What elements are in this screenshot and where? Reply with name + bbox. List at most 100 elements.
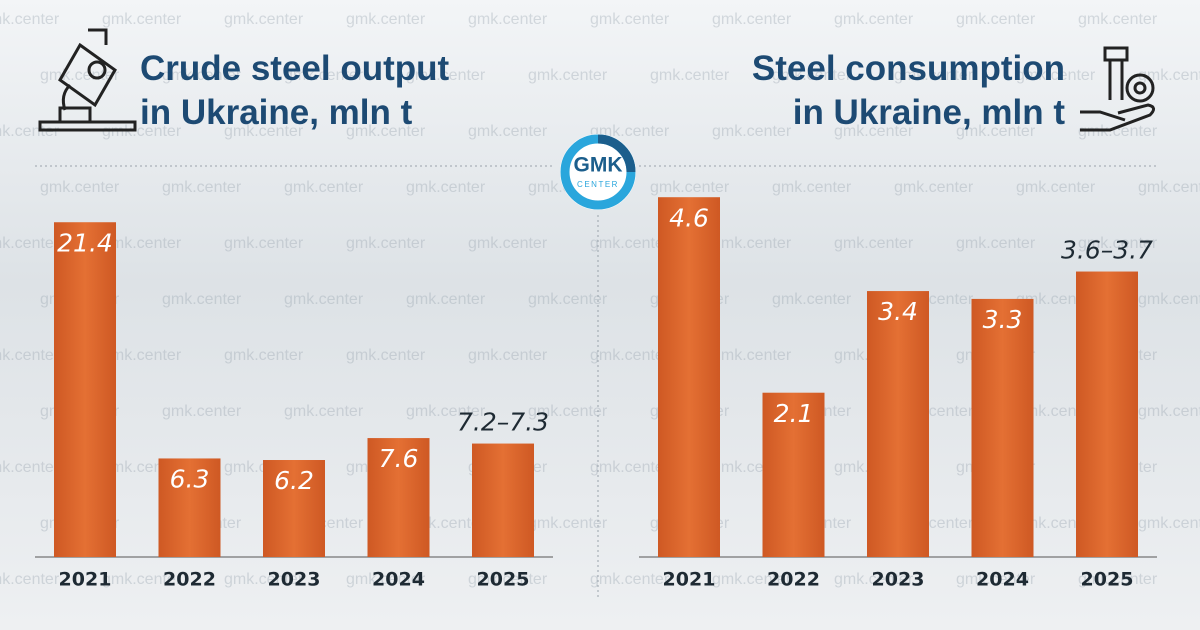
watermark: gmk.center — [1016, 515, 1096, 532]
watermark: gmk.center — [772, 179, 852, 196]
watermark: gmk.center — [1078, 11, 1158, 28]
bar-shine — [658, 197, 720, 557]
watermark: gmk.center — [772, 67, 852, 84]
watermark: gmk.center — [468, 235, 548, 252]
x-tick-label: 2021 — [663, 569, 716, 591]
value-label: 7.2–7.3 — [457, 408, 549, 437]
watermark: gmk.center — [284, 67, 364, 84]
bar-shine — [867, 291, 929, 557]
watermark: gmk.center — [528, 67, 608, 84]
watermark: gmk.center — [0, 11, 60, 28]
watermark: gmk.center — [468, 11, 548, 28]
watermark: gmk.center — [528, 403, 608, 420]
watermark: gmk.center — [1078, 123, 1158, 140]
logo: GMK CENTER — [560, 134, 636, 210]
chart-title: Steel consumption — [752, 49, 1065, 88]
logo-bottom: CENTER — [577, 180, 619, 189]
watermark: gmk.center — [590, 235, 670, 252]
watermark: gmk.center — [0, 459, 60, 476]
watermark: gmk.center — [894, 67, 974, 84]
value-label: 6.3 — [170, 464, 210, 493]
bar-shine — [54, 222, 116, 557]
watermark: gmk.center — [0, 235, 60, 252]
bar-shine — [472, 443, 534, 557]
watermark: gmk.center — [162, 403, 242, 420]
bar-shine — [1076, 271, 1138, 557]
value-label: 3.4 — [878, 297, 918, 326]
chart-title: in Ukraine, mln t — [140, 93, 413, 132]
hand-bolt-icon — [1080, 46, 1155, 132]
watermark: gmk.center — [956, 11, 1036, 28]
watermark: gmk.center — [162, 179, 242, 196]
x-tick-label: 2021 — [59, 569, 112, 591]
watermark: gmk.center — [1078, 571, 1158, 588]
watermark: gmk.center — [40, 179, 120, 196]
watermark: gmk.center — [0, 347, 60, 364]
watermark: gmk.center — [346, 11, 426, 28]
watermark: gmk.center — [406, 403, 486, 420]
watermark: gmk.center — [528, 515, 608, 532]
watermark: gmk.center — [102, 347, 182, 364]
bar-shine — [762, 392, 825, 557]
bar-shine — [158, 458, 221, 557]
watermark: gmk.center — [1016, 291, 1096, 308]
watermark: gmk.center — [712, 347, 792, 364]
value-label: 6.2 — [274, 466, 314, 495]
watermark: gmk.center — [1138, 67, 1200, 84]
watermark: gmk.center — [346, 123, 426, 140]
watermark: gmk.center — [772, 291, 852, 308]
value-label: 3.6–3.7 — [1061, 236, 1153, 265]
watermark: gmk.center — [1138, 291, 1200, 308]
chart-title: Crude steel output — [140, 49, 450, 88]
watermark: gmk.center — [0, 123, 60, 140]
value-label: 21.4 — [57, 228, 113, 257]
watermark: gmk.center — [1016, 403, 1096, 420]
bar-shine — [971, 298, 1034, 557]
watermark: gmk.center — [1138, 403, 1200, 420]
watermark: gmk.center — [712, 123, 792, 140]
watermark: gmk.center — [956, 235, 1036, 252]
x-tick-label: 2022 — [767, 569, 820, 591]
watermark: gmk.center — [712, 11, 792, 28]
watermark: gmk.center — [468, 347, 548, 364]
watermark: gmk.center — [834, 11, 914, 28]
watermark: gmk.center — [834, 571, 914, 588]
watermark: gmk.center — [0, 571, 60, 588]
watermark: gmk.center — [224, 571, 304, 588]
x-tick-label: 2025 — [477, 569, 530, 591]
watermark: gmk.center — [224, 11, 304, 28]
watermark: gmk.center — [102, 123, 182, 140]
watermark: gmk.center — [284, 291, 364, 308]
logo-top: GMK — [574, 154, 623, 177]
chart-title: in Ukraine, mln t — [793, 93, 1066, 132]
watermark: gmk.center — [406, 179, 486, 196]
watermark: gmk.center — [1138, 179, 1200, 196]
watermark: gmk.center — [346, 571, 426, 588]
watermark: gmk.center — [102, 571, 182, 588]
watermark: gmk.center — [1016, 67, 1096, 84]
watermark: gmk.center — [1138, 515, 1200, 532]
watermark: gmk.center — [590, 11, 670, 28]
value-label: 4.6 — [669, 203, 709, 232]
watermark: gmk.center — [284, 403, 364, 420]
watermark: gmk.center — [894, 179, 974, 196]
value-label: 2.1 — [774, 399, 814, 428]
watermark: gmk.center — [712, 235, 792, 252]
watermark: gmk.center — [102, 235, 182, 252]
bar-shine — [367, 438, 430, 557]
watermark: gmk.center — [528, 291, 608, 308]
watermark: gmk.center — [406, 291, 486, 308]
watermark: gmk.center — [590, 571, 670, 588]
x-tick-label: 2022 — [163, 569, 216, 591]
watermark: gmk.center — [224, 235, 304, 252]
watermark: gmk.center — [1078, 235, 1158, 252]
watermark: gmk.center — [1016, 179, 1096, 196]
x-tick-label: 2025 — [1081, 569, 1134, 591]
watermark: gmk.center — [406, 67, 486, 84]
value-label: 3.3 — [983, 305, 1023, 334]
watermark: gmk.center — [102, 11, 182, 28]
watermark: gmk.center — [590, 459, 670, 476]
watermark: gmk.center — [834, 123, 914, 140]
watermark: gmk.center — [162, 291, 242, 308]
